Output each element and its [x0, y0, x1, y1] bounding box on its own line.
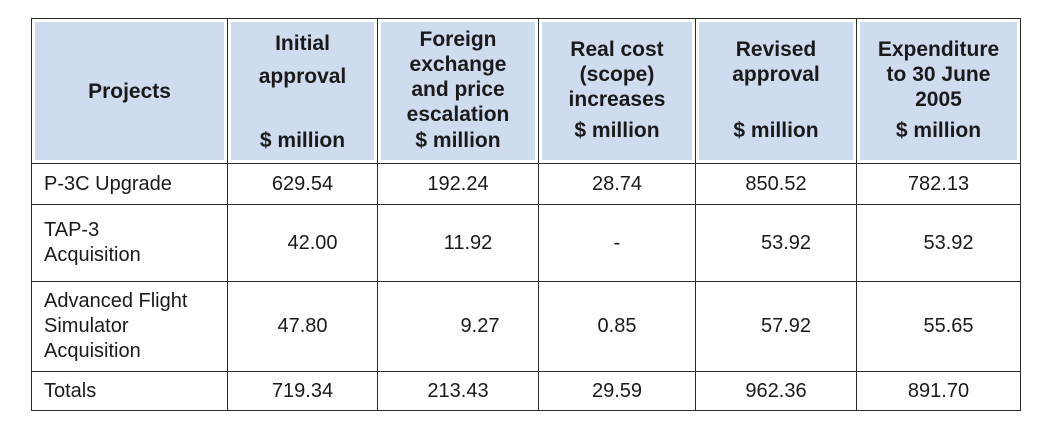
- header-revised-approval: Revised approval $ million: [695, 18, 857, 164]
- table-row-totals: Totals 719.34 213.43 29.59 962.36 891.70: [31, 371, 1021, 411]
- header-projects-label: Projects: [88, 79, 171, 103]
- expenditure-cell: 782.13: [856, 163, 1021, 205]
- header-exp-line-1: Expenditure: [877, 38, 1000, 61]
- revised-approval-total: 962.36: [695, 371, 857, 411]
- header-foreign-exchange: Foreign exchange and price escalation $ …: [377, 18, 539, 164]
- header-exp-line-2: to 30 June: [886, 63, 991, 86]
- foreign-exchange-total: 213.43: [377, 371, 539, 411]
- table-row: P-3C Upgrade 629.54 192.24 28.74 850.52 …: [31, 163, 1021, 205]
- revised-approval-cell: 850.52: [695, 163, 857, 205]
- expenditure-value: 55.65: [923, 315, 974, 337]
- header-initial-approval: Initial approval $ million: [227, 18, 378, 164]
- foreign-exchange-value: 9.27: [460, 315, 500, 337]
- header-exp-line-3: 2005: [915, 88, 962, 111]
- project-name-line: Simulator: [44, 315, 129, 337]
- header-fx-line-4: escalation: [406, 103, 510, 126]
- foreign-exchange-value: 11.92: [443, 231, 493, 254]
- project-name-line: Acquisition: [44, 244, 141, 266]
- table-row: TAP-3 Acquisition 42.00 11.92 - 53.92 53…: [31, 204, 1021, 282]
- foreign-exchange-cell: 11.92: [377, 204, 539, 282]
- expenditure-total: 891.70: [856, 371, 1021, 411]
- header-fx-unit: $ million: [415, 129, 501, 152]
- table-container: Projects Initial approval $ million Fore…: [31, 18, 1021, 411]
- header-fx-line-1: Foreign: [419, 28, 497, 51]
- revised-approval-value: 57.92: [760, 315, 812, 337]
- revised-approval-cell: 57.92: [695, 281, 857, 372]
- header-row: Projects Initial approval $ million Fore…: [31, 18, 1021, 164]
- project-name-line: Advanced Flight: [44, 290, 188, 312]
- initial-approval-cell: 47.80: [227, 281, 378, 372]
- header-initial-line-2: approval: [258, 65, 347, 88]
- project-name: P-3C Upgrade: [31, 163, 228, 205]
- project-name-line: P-3C Upgrade: [44, 172, 172, 195]
- project-name: TAP-3 Acquisition: [31, 204, 228, 282]
- header-initial-unit: $ million: [259, 129, 346, 152]
- header-exp-unit: $ million: [895, 119, 982, 142]
- revised-approval-cell: 53.92: [695, 204, 857, 282]
- header-real-line-1: Real cost: [570, 38, 664, 61]
- header-real-line-2: (scope): [579, 63, 655, 86]
- project-name-line: Acquisition: [44, 340, 141, 362]
- header-revised-line-1: Revised: [735, 38, 817, 61]
- real-cost-cell: 28.74: [538, 163, 696, 205]
- table-row: Advanced Flight Simulator Acquisition 47…: [31, 281, 1021, 372]
- revised-approval-value: 53.92: [760, 231, 812, 254]
- foreign-exchange-cell: 192.24: [377, 163, 539, 205]
- header-real-unit: $ million: [574, 119, 660, 142]
- initial-approval-value: 42.00: [287, 231, 338, 254]
- totals-label: Totals: [31, 371, 228, 411]
- real-cost-cell: -: [538, 204, 696, 282]
- project-name: Advanced Flight Simulator Acquisition: [31, 281, 228, 372]
- initial-approval-cell: 629.54: [227, 163, 378, 205]
- header-fx-line-2: exchange: [409, 53, 507, 76]
- initial-approval-cell: 42.00: [227, 204, 378, 282]
- header-initial-line-1: Initial: [275, 32, 330, 55]
- real-cost-cell: 0.85: [538, 281, 696, 372]
- header-real-cost: Real cost (scope) increases $ million: [538, 18, 696, 164]
- project-name-line: TAP-3: [44, 219, 100, 241]
- header-expenditure: Expenditure to 30 June 2005 $ million: [856, 18, 1021, 164]
- header-revised-unit: $ million: [733, 119, 819, 142]
- project-cost-table: Projects Initial approval $ million Fore…: [31, 18, 1021, 411]
- initial-approval-total: 719.34: [227, 371, 378, 411]
- real-cost-total: 29.59: [538, 371, 696, 411]
- expenditure-cell: 53.92: [856, 204, 1021, 282]
- expenditure-value: 53.92: [923, 231, 974, 254]
- header-fx-line-3: and price: [411, 78, 505, 101]
- header-revised-line-2: approval: [732, 63, 820, 86]
- header-projects: Projects: [31, 18, 228, 164]
- foreign-exchange-cell: 9.27: [377, 281, 539, 372]
- expenditure-cell: 55.65: [856, 281, 1021, 372]
- totals-label-text: Totals: [44, 379, 97, 402]
- header-real-line-3: increases: [568, 88, 666, 111]
